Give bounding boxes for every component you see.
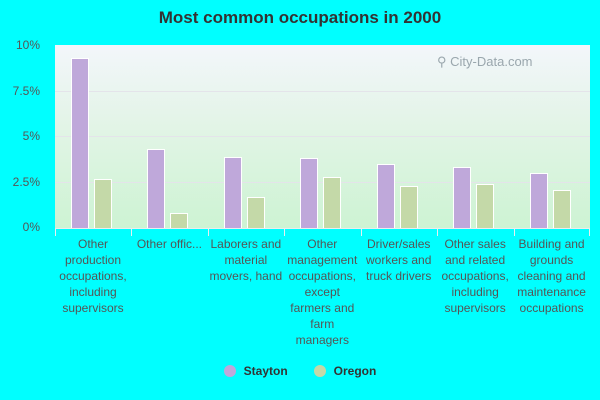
bar-stayton[interactable] [300, 157, 319, 228]
x-tick-mark [589, 228, 590, 236]
x-label: Other offic... [136, 237, 202, 251]
oregon-swatch-icon [313, 365, 326, 377]
x-label: Other sales and related occupations, inc… [441, 237, 509, 315]
gridline [55, 136, 590, 137]
bar-oregon[interactable] [170, 213, 189, 228]
bar-oregon[interactable] [476, 184, 495, 228]
bar-stayton[interactable] [147, 149, 166, 228]
y-tick-5: 5% [22, 129, 40, 143]
y-tick-7.5: 7.5% [12, 84, 40, 98]
bar-stayton[interactable] [223, 156, 242, 228]
x-tick-mark [55, 228, 56, 236]
stayton-swatch-icon [223, 365, 236, 377]
gridline [55, 182, 590, 183]
x-tick-mark [437, 228, 439, 236]
y-tick-0: 0% [22, 220, 40, 234]
x-label: Driver/sales workers and truck drivers [366, 237, 432, 283]
watermark: ⚲ City-Data.com [437, 54, 533, 69]
bar-stayton[interactable] [453, 166, 472, 228]
legend: Stayton Oregon [0, 364, 600, 378]
bar-stayton[interactable] [71, 57, 89, 228]
x-tick-mark [131, 228, 133, 236]
x-axis [55, 228, 590, 229]
x-tick-mark [284, 228, 286, 236]
bar-oregon[interactable] [399, 185, 418, 228]
x-label: Other production occupations, including … [59, 237, 127, 315]
x-label: Other management occupations, except far… [287, 237, 358, 347]
x-label: Laborers and material movers, hand [209, 237, 283, 283]
magnifier-chart-icon: ⚲ [437, 54, 447, 69]
x-label: Building and grounds cleaning and mainte… [517, 237, 586, 315]
x-tick-mark [513, 228, 515, 236]
legend-item-oregon[interactable]: Oregon [313, 364, 376, 378]
bar-stayton[interactable] [529, 173, 548, 228]
y-tick-2.5: 2.5% [12, 175, 40, 189]
y-tick-10: 10% [15, 38, 40, 52]
bar-stayton[interactable] [376, 163, 395, 228]
bar-oregon[interactable] [552, 189, 571, 228]
bar-oregon[interactable] [94, 178, 112, 228]
x-tick-mark [360, 228, 362, 236]
x-tick-mark [207, 228, 209, 236]
bar-oregon[interactable] [323, 176, 342, 228]
bar-oregon[interactable] [246, 196, 265, 228]
legend-item-stayton[interactable]: Stayton [223, 364, 288, 378]
gridline [55, 91, 590, 92]
chart-title: Most common occupations in 2000 [158, 8, 442, 27]
plot-area [55, 45, 590, 228]
